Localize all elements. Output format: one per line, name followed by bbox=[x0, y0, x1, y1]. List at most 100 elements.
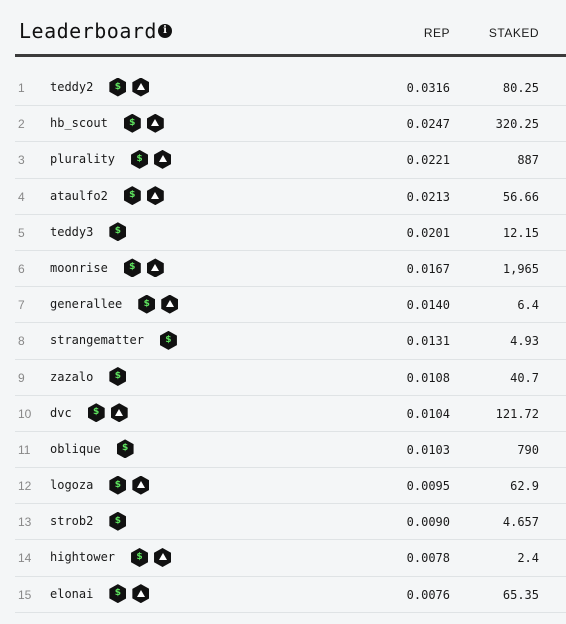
rank-number: 11 bbox=[18, 442, 31, 457]
hat-triangle-icon bbox=[165, 300, 174, 308]
user-cell: oblique $ bbox=[50, 438, 140, 460]
staked-value: 56.66 bbox=[502, 189, 539, 204]
user-cell: moonrise $ bbox=[50, 257, 170, 279]
dollar-badge-icon: $ bbox=[131, 149, 149, 169]
rep-value: 0.0167 bbox=[406, 261, 450, 276]
table-row[interactable]: 11 oblique $0.0103 790 bbox=[15, 432, 566, 469]
rank-number: 5 bbox=[18, 225, 25, 240]
user-cell: ataulfo2 $ bbox=[50, 185, 170, 207]
rank-number: 6 bbox=[18, 261, 25, 276]
username-link[interactable]: logoza bbox=[50, 478, 94, 493]
hat-badge-icon bbox=[161, 294, 179, 314]
username-link[interactable]: ataulfo2 bbox=[50, 188, 108, 203]
info-icon[interactable]: i bbox=[158, 24, 172, 38]
user-cell: teddy3 $ bbox=[50, 221, 132, 243]
user-cell: elonai $ bbox=[50, 583, 155, 605]
username-link[interactable]: moonrise bbox=[50, 260, 108, 275]
hat-triangle-icon bbox=[136, 83, 145, 90]
badge-group: $ bbox=[87, 403, 134, 423]
hat-badge-icon bbox=[146, 258, 164, 278]
rank-number: 14 bbox=[18, 551, 32, 566]
username-link[interactable]: generallee bbox=[50, 297, 123, 312]
badge-group: $ bbox=[109, 511, 132, 531]
rep-value: 0.0247 bbox=[406, 117, 450, 132]
table-row[interactable]: 13 strob2 $0.0090 4.657 bbox=[15, 504, 566, 541]
rep-value: 0.0131 bbox=[406, 334, 450, 349]
table-row[interactable]: 5 teddy3 $0.0201 12.15 bbox=[15, 215, 566, 251]
rep-value: 0.0104 bbox=[406, 406, 450, 421]
badge-group: $ bbox=[116, 439, 140, 459]
header-divider bbox=[15, 54, 566, 57]
hat-badge-icon bbox=[146, 186, 164, 206]
hat-triangle-icon bbox=[158, 553, 167, 561]
table-row[interactable]: 7 generallee $0.0140 6.4 bbox=[15, 287, 566, 324]
rep-value: 0.0316 bbox=[406, 81, 450, 95]
user-cell: strangematter $ bbox=[50, 329, 183, 351]
staked-value: 121.72 bbox=[495, 406, 539, 421]
table-row[interactable]: 14 hightower $0.0078 2.4 bbox=[15, 540, 566, 577]
hat-badge-icon bbox=[110, 403, 128, 423]
dollar-badge-icon: $ bbox=[109, 584, 127, 604]
username-link[interactable]: strangematter bbox=[50, 333, 144, 348]
username-link[interactable]: elonai bbox=[50, 586, 94, 601]
rank-number: 2 bbox=[18, 117, 25, 132]
staked-value: 12.15 bbox=[502, 225, 539, 240]
dollar-badge-icon: $ bbox=[159, 330, 177, 350]
rep-value: 0.0103 bbox=[406, 442, 450, 457]
username-link[interactable]: hightower bbox=[50, 550, 116, 565]
leaderboard-header: Leaderboard i REP STAKED bbox=[0, 0, 566, 58]
rep-value: 0.0201 bbox=[406, 225, 450, 240]
badge-group: $ bbox=[109, 367, 132, 386]
dollar-badge-icon: $ bbox=[109, 367, 127, 386]
dollar-badge-icon: $ bbox=[123, 113, 141, 133]
badge-group: $ bbox=[109, 584, 155, 604]
table-row[interactable]: 3 plurality $0.0221 887 bbox=[15, 142, 566, 179]
table-row[interactable]: 1 teddy2 $0.0316 80.25 bbox=[15, 70, 566, 107]
table-row[interactable]: 6 moonrise $0.0167 1,965 bbox=[15, 251, 566, 288]
table-row[interactable]: 8 strangematter $0.0131 4.93 bbox=[15, 323, 566, 360]
dollar-badge-icon: $ bbox=[116, 439, 134, 459]
hat-triangle-icon bbox=[151, 191, 160, 199]
staked-value: 1,965 bbox=[502, 261, 539, 276]
table-row[interactable]: 2 hb_scout $0.0247 320.25 bbox=[15, 106, 566, 143]
username-link[interactable]: teddy3 bbox=[50, 224, 94, 239]
user-cell: zazalo $ bbox=[50, 366, 132, 388]
hat-triangle-icon bbox=[136, 481, 145, 489]
table-row[interactable]: 9 zazalo $0.0108 40.7 bbox=[15, 360, 566, 396]
username-link[interactable]: oblique bbox=[50, 441, 101, 456]
hat-triangle-icon bbox=[151, 119, 160, 127]
column-header-rep[interactable]: REP bbox=[423, 26, 450, 40]
badge-group: $ bbox=[123, 258, 170, 278]
rep-value: 0.0095 bbox=[406, 479, 450, 494]
table-row[interactable]: 4 ataulfo2 $0.0213 56.66 bbox=[15, 179, 566, 215]
dollar-badge-icon: $ bbox=[109, 222, 127, 242]
username-link[interactable]: strob2 bbox=[50, 514, 94, 529]
username-link[interactable]: plurality bbox=[50, 152, 116, 167]
dollar-badge-icon: $ bbox=[109, 511, 127, 531]
staked-value: 887 bbox=[517, 153, 539, 168]
dollar-badge-icon: $ bbox=[123, 186, 141, 206]
user-cell: hb_scout $ bbox=[50, 112, 170, 134]
badge-group: $ bbox=[131, 547, 177, 567]
username-link[interactable]: dvc bbox=[50, 405, 72, 420]
rank-number: 3 bbox=[18, 153, 25, 168]
badge-group: $ bbox=[109, 475, 155, 495]
badge-group: $ bbox=[131, 149, 177, 169]
username-link[interactable]: zazalo bbox=[50, 369, 94, 384]
hat-badge-icon bbox=[154, 149, 172, 169]
rank-number: 7 bbox=[18, 298, 25, 313]
rep-value: 0.0076 bbox=[406, 587, 450, 602]
table-row[interactable]: 15 elonai $0.0076 65.35 bbox=[15, 577, 566, 613]
dollar-badge-icon: $ bbox=[87, 403, 105, 423]
table-row[interactable]: 12 logoza $0.0095 62.9 bbox=[15, 468, 566, 505]
staked-value: 80.25 bbox=[502, 81, 539, 95]
staked-value: 320.25 bbox=[495, 117, 539, 132]
username-link[interactable]: teddy2 bbox=[50, 80, 94, 94]
rank-number: 8 bbox=[18, 334, 25, 349]
user-cell: plurality $ bbox=[50, 148, 177, 170]
username-link[interactable]: hb_scout bbox=[50, 116, 108, 131]
dollar-badge-icon: $ bbox=[123, 258, 141, 278]
staked-value: 62.9 bbox=[510, 479, 539, 494]
table-row[interactable]: 10 dvc $0.0104 121.72 bbox=[15, 396, 566, 432]
column-header-staked[interactable]: STAKED bbox=[488, 26, 539, 40]
